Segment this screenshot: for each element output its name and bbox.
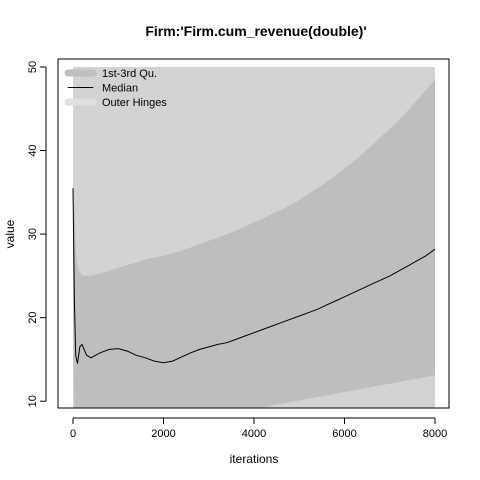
- chart-title: Firm:'Firm.cum_revenue(double)': [145, 23, 366, 39]
- plot-data-group: [72, 67, 436, 408]
- legend: 1st-3rd Qu. Median Outer Hinges: [64, 68, 167, 109]
- y-tick-label: 20: [27, 312, 39, 324]
- y-axis-label: value: [3, 219, 17, 248]
- y-tick-label: 10: [27, 395, 39, 407]
- legend-label: 1st-3rd Qu.: [102, 68, 157, 80]
- axes: 0 2000 4000 6000 8000 10 20 30 40 50: [27, 58, 450, 440]
- legend-label: Outer Hinges: [102, 97, 167, 109]
- legend-label: Median: [102, 83, 138, 95]
- median-line: [72, 188, 436, 364]
- y-tick-label: 40: [27, 144, 39, 156]
- plot-frame: [57, 58, 450, 409]
- y-tick-label: 30: [27, 228, 39, 240]
- plot-area: [72, 67, 436, 408]
- x-tick-label: 4000: [242, 428, 266, 440]
- y-tick-label: 50: [27, 61, 39, 73]
- x-axis-label: iterations: [230, 452, 279, 466]
- x-tick-label: 0: [70, 428, 76, 440]
- quartile-band: [73, 79, 435, 408]
- x-tick-label: 8000: [423, 428, 447, 440]
- x-tick-label: 2000: [151, 428, 175, 440]
- x-tick-label: 6000: [332, 428, 356, 440]
